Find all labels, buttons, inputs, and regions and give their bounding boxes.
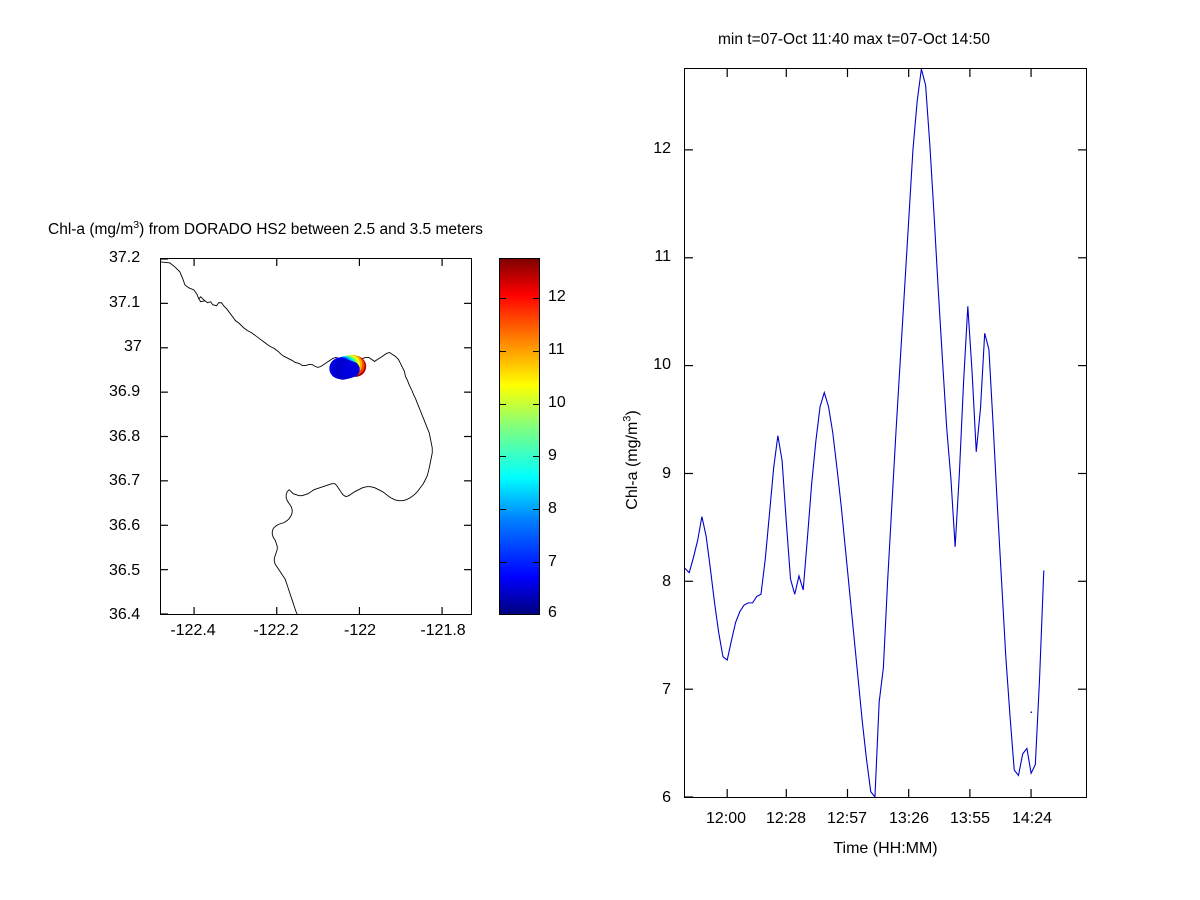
ts-ytick-10: 10 <box>653 356 671 373</box>
map-xtick-1: -122.2 <box>253 622 299 639</box>
map-ytick-8: 36.4 <box>109 606 141 623</box>
map-tick-marks <box>161 259 471 614</box>
timeseries-title: min t=07-Oct 11:40 max t=07-Oct 14:50 <box>718 31 990 48</box>
colorbar-tick-10: 10 <box>548 394 566 411</box>
colorbar-tick-11: 11 <box>548 341 565 358</box>
coastline-path <box>161 261 433 614</box>
map-xtick-0: -122.4 <box>170 622 216 639</box>
ts-xtick-3: 13:26 <box>888 810 930 827</box>
map-plot-svg <box>161 259 471 614</box>
map-ytick-6: 36.6 <box>109 517 141 534</box>
monterey-bay-map-axes[interactable] <box>160 258 472 615</box>
ts-ytick-9: 9 <box>662 465 671 482</box>
colorbar-tick-12: 12 <box>548 288 566 305</box>
ts-xtick-5: 14:24 <box>1011 810 1053 827</box>
chl-a-line-series-2 <box>1005 570 1045 777</box>
colorbar-tick-8: 8 <box>548 500 557 517</box>
map-ytick-7: 36.5 <box>109 562 141 579</box>
chl-a-track-markers[interactable] <box>329 354 367 380</box>
ts-ytick-6: 6 <box>662 789 671 806</box>
map-ytick-0: 37.2 <box>109 249 141 266</box>
chl-a-line-series <box>685 69 1007 797</box>
ts-xtick-0: 12:00 <box>705 810 747 827</box>
map-ytick-5: 36.7 <box>109 472 141 489</box>
ts-ytick-12: 12 <box>653 140 671 157</box>
stray-data-point <box>1030 711 1033 714</box>
chl-a-colorbar[interactable] <box>499 258 540 615</box>
timeseries-tick-marks <box>685 69 1086 797</box>
ts-ytick-8: 8 <box>662 573 671 590</box>
colorbar-tick-6: 6 <box>548 604 557 621</box>
colorbar-tick-marks <box>499 258 540 615</box>
colorbar-tick-9: 9 <box>548 447 557 464</box>
ts-xtick-2: 12:57 <box>826 810 868 827</box>
coastline-inlet <box>198 296 206 302</box>
ts-ytick-11: 11 <box>654 248 671 265</box>
map-ytick-3: 36.9 <box>109 383 141 400</box>
map-xtick-3: -121.8 <box>420 622 466 639</box>
ts-yaxis-label: Chl-a (mg/m3) <box>621 410 641 510</box>
map-ytick-4: 36.8 <box>109 428 141 445</box>
ts-xtick-1: 12:28 <box>765 810 807 827</box>
ts-xaxis-label: Time (HH:MM) <box>833 840 938 857</box>
timeseries-plot-svg <box>685 69 1086 797</box>
map-xtick-2: -122 <box>343 622 377 639</box>
map-title: Chl-a (mg/m3) from DORADO HS2 between 2.… <box>48 218 483 238</box>
ts-xtick-4: 13:55 <box>949 810 991 827</box>
map-ytick-1: 37.1 <box>109 294 141 311</box>
chl-a-timeseries-axes[interactable] <box>684 68 1087 798</box>
colorbar-tick-7: 7 <box>548 553 557 570</box>
ts-ytick-7: 7 <box>662 681 671 698</box>
map-ytick-2: 37 <box>124 338 142 355</box>
